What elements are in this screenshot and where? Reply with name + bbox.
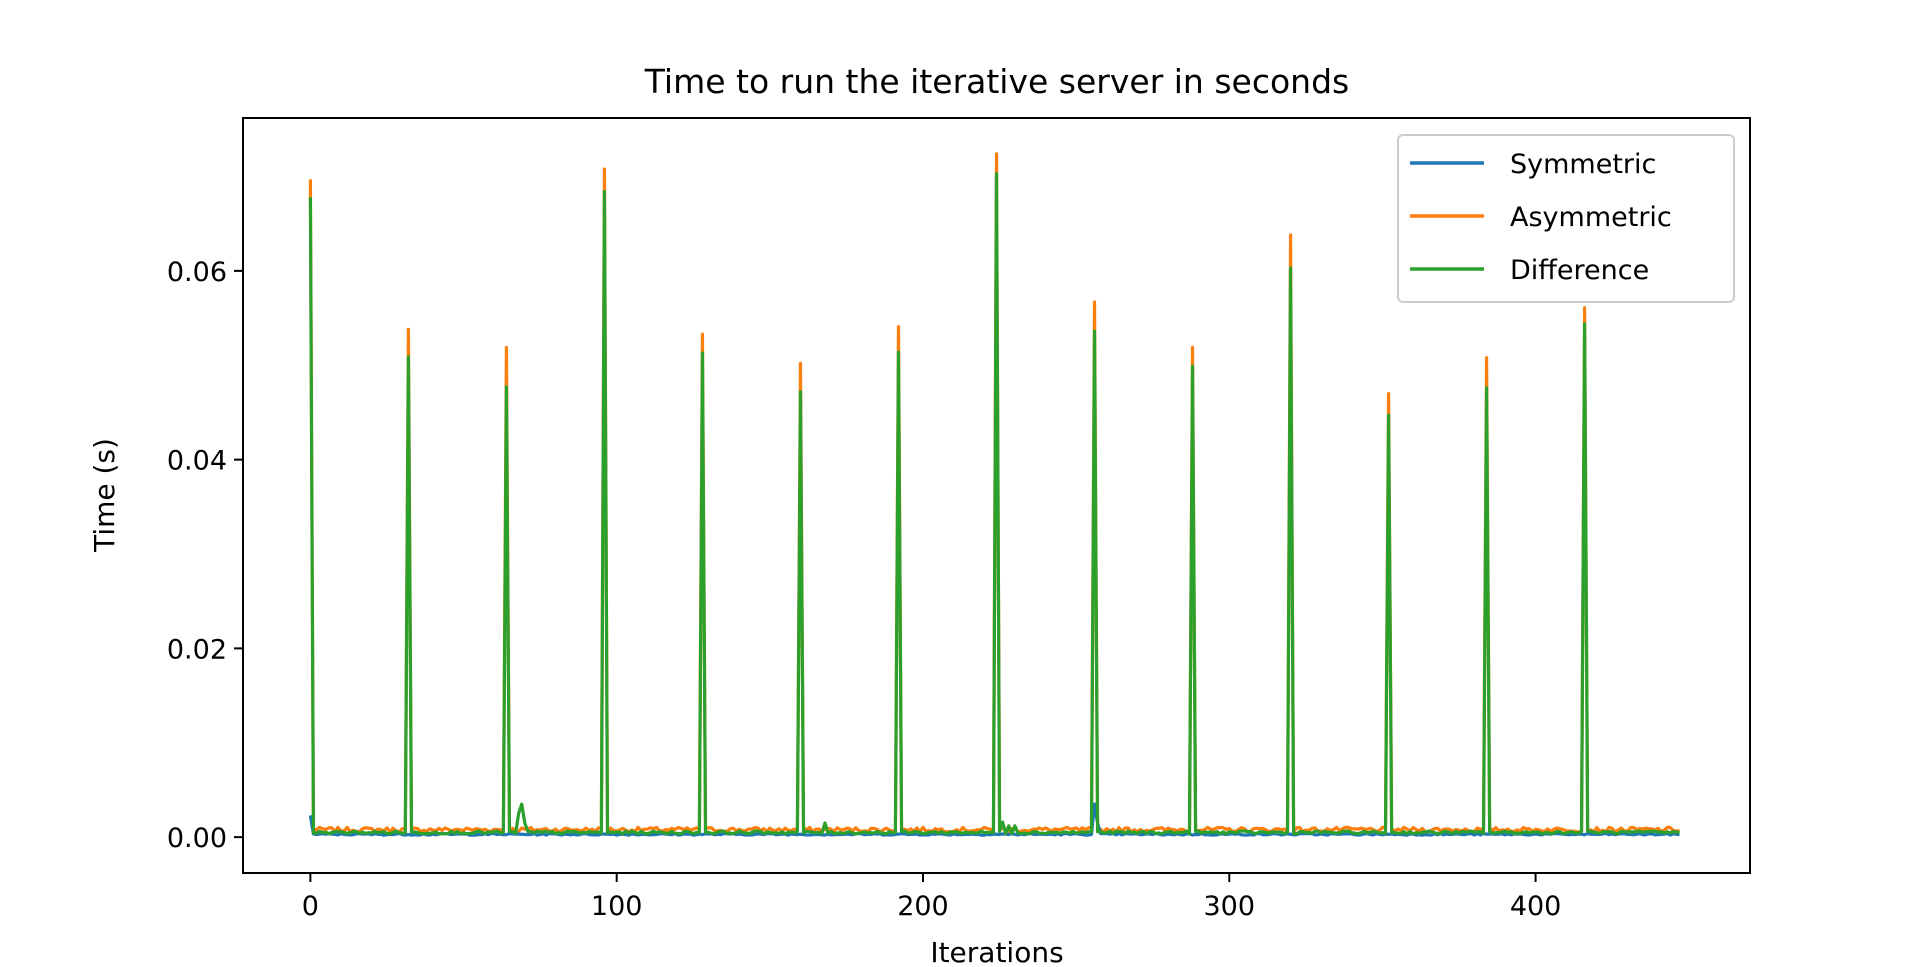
x-axis: 0 100 200 300 400: [302, 873, 1562, 922]
legend: Symmetric Asymmetric Difference: [1397, 134, 1735, 303]
y-axis: 0.00 0.02 0.04 0.06: [167, 257, 243, 854]
y-tick-label: 0.04: [167, 446, 227, 477]
legend-label-asymmetric: Asymmetric: [1510, 202, 1672, 233]
y-tick-label: 0.06: [167, 257, 227, 288]
x-tick-label: 200: [897, 891, 949, 922]
series-layer: [308, 152, 1680, 837]
y-tick-label: 0.00: [167, 823, 227, 854]
x-tick-label: 100: [591, 891, 643, 922]
legend-label-difference: Difference: [1510, 255, 1649, 286]
legend-label-symmetric: Symmetric: [1510, 149, 1656, 180]
x-tick-label: 0: [302, 891, 319, 922]
plot-area-frame: [242, 117, 1751, 874]
legend-box: [1397, 134, 1735, 303]
series-line-difference: [308, 172, 1680, 836]
y-tick-label: 0.02: [167, 634, 227, 665]
x-axis-label: Iterations: [930, 936, 1063, 967]
y-axis-label: Time (s): [88, 438, 121, 553]
x-tick-label: 400: [1510, 891, 1562, 922]
x-tick-label: 300: [1204, 891, 1256, 922]
chart-title: Time to run the iterative server in seco…: [644, 62, 1349, 101]
